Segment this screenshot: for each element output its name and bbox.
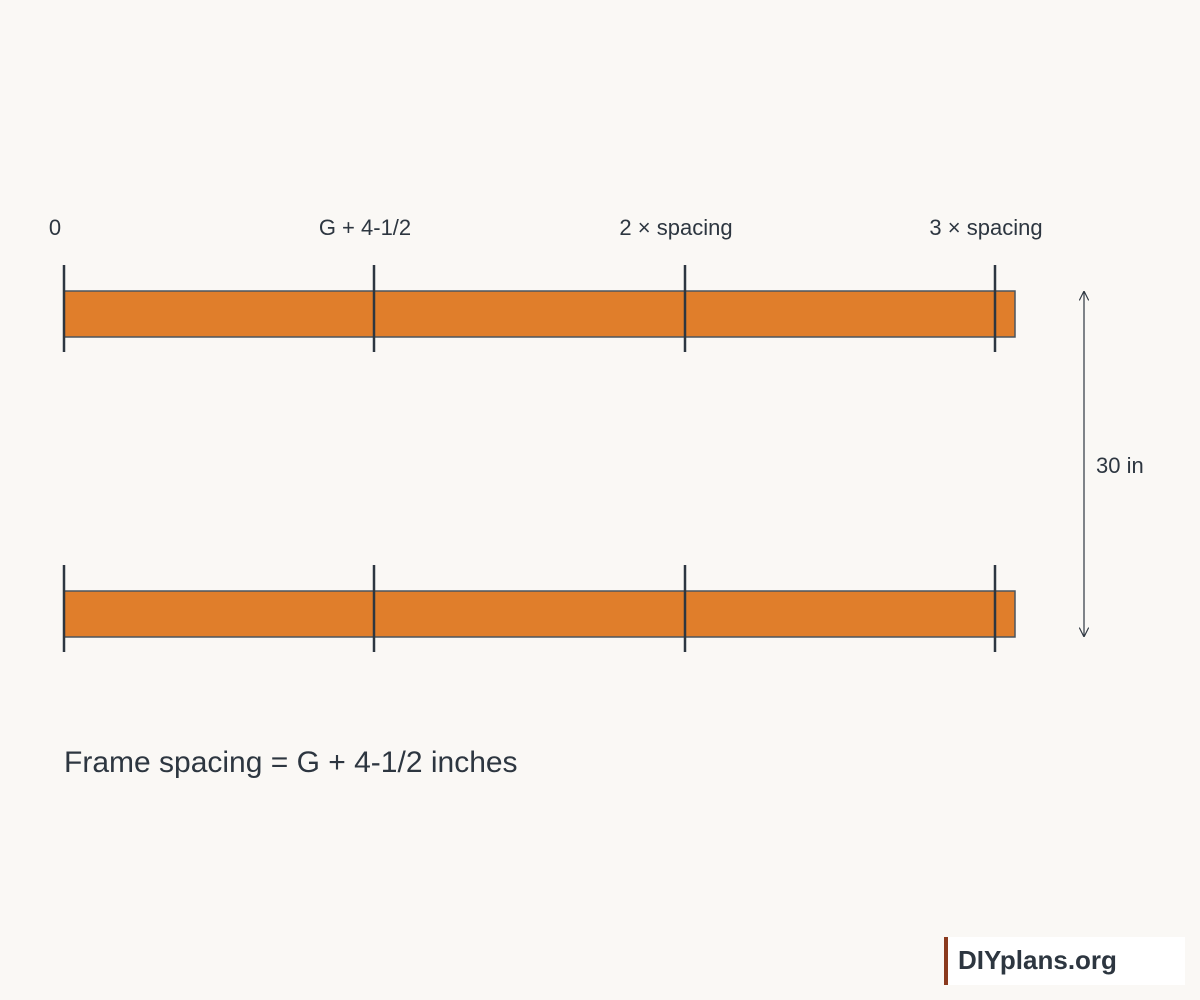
dimension-label: 30 in <box>1096 453 1144 478</box>
caption: Frame spacing = G + 4-1/2 inches <box>64 746 518 779</box>
position-labels: 0 G + 4-1/2 2 × spacing 3 × spacing <box>49 215 1043 240</box>
frame-rail <box>63 590 1016 638</box>
frame-markers <box>62 265 997 652</box>
frame-rail <box>63 290 1016 338</box>
position-label: G + 4-1/2 <box>319 215 411 240</box>
brand-box <box>944 937 1185 985</box>
brand: DIYplans.org <box>958 945 1117 975</box>
brand-accent <box>944 937 948 985</box>
position-label: 2 × spacing <box>619 215 732 240</box>
position-label: 0 <box>49 215 61 240</box>
position-label: 3 × spacing <box>929 215 1042 240</box>
